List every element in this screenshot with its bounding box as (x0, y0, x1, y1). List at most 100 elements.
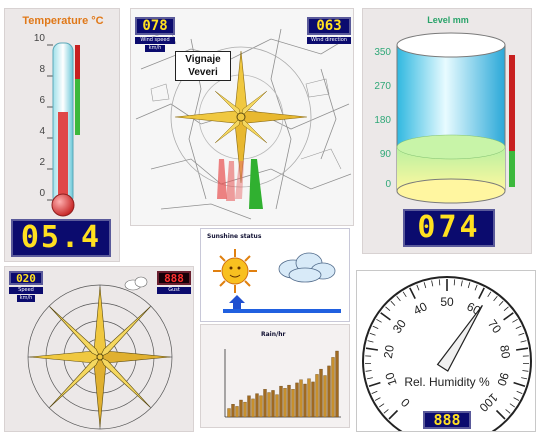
thermometer (47, 42, 80, 217)
gauge-tick-label: 20 (381, 344, 397, 360)
gauge-tick (516, 390, 523, 394)
gauge-tick (365, 370, 372, 372)
map-place-label: Vignaje Veveri (175, 51, 231, 81)
temp-tick-4: 4 (39, 126, 45, 137)
gauge-tick (369, 332, 376, 336)
rain-bar (263, 389, 267, 418)
rain-bar (327, 365, 331, 418)
map-direction-label: Wind direction (307, 37, 351, 44)
temperature-panel: Temperature °C 10 8 6 4 2 0 05.4 (4, 8, 120, 262)
level-green-bar (509, 151, 515, 187)
wind-rose-star (29, 286, 171, 428)
humidity-display: 888 (423, 411, 471, 429)
rain-bar (247, 395, 251, 418)
rain-bar (311, 381, 315, 418)
rain-title: Rain/hr (261, 331, 286, 338)
temp-tick-8: 8 (39, 64, 45, 75)
gauge-tick (371, 390, 378, 394)
gauge-tick (402, 291, 407, 298)
rose-gust-label: Gust (157, 287, 191, 294)
level-red-bar (509, 55, 515, 151)
map-speed-display: 078 (135, 17, 175, 35)
level-title: Level mm (427, 15, 469, 25)
level-cylinder-top (396, 32, 506, 58)
gauge-tick (512, 318, 518, 323)
temp-tick-10: 10 (33, 33, 45, 44)
gauge-tick (487, 291, 492, 298)
gauge-tick (520, 340, 527, 343)
rain-bar (287, 384, 291, 418)
gauge-tick (390, 300, 396, 306)
temp-red-bar (75, 45, 80, 79)
gauge-tick (493, 295, 498, 302)
rain-bar (283, 388, 287, 418)
gauge-tick (478, 287, 485, 299)
level-display: 074 (403, 209, 495, 247)
cloud-icon (278, 252, 336, 283)
map-wind-arrows (217, 159, 263, 209)
gauge-tick (515, 347, 529, 351)
gauge-needle (436, 304, 483, 372)
gauge-tick (513, 397, 520, 401)
rain-chart (224, 349, 341, 418)
humidity-panel: 0 10 20 30 40 50 60 70 80 90 100 Rel. Humidity % 8… (356, 270, 536, 432)
rain-bar (227, 408, 231, 418)
humidity-title: Rel. Humidity % (404, 375, 490, 389)
rose-speed-label: Speed (9, 287, 43, 294)
gauge-tick-label: 40 (411, 299, 430, 318)
gauge-tick (431, 280, 434, 287)
temp-tick-0: 0 (39, 188, 45, 199)
gauge-tick (518, 332, 525, 336)
rain-bar (295, 382, 299, 418)
gauge-tick (367, 340, 374, 343)
gauge-tick (374, 397, 381, 401)
thermometer-mercury (58, 112, 68, 202)
gauge-tick (372, 325, 379, 329)
gauge-tick (453, 279, 456, 286)
rain-bar (303, 383, 307, 418)
rain-bar (267, 392, 271, 418)
rain-bar (275, 394, 279, 418)
level-tick-270: 270 (374, 81, 391, 92)
temperature-display: 05.4 (11, 219, 111, 257)
level-fill-top (396, 134, 506, 160)
map-speed-unit: km/h (145, 45, 165, 52)
wind-rose-panel: 020 Speed km/h 888 Gust (4, 266, 194, 432)
gauge-tick (383, 409, 389, 414)
gauge-tick (467, 282, 471, 289)
gauge-tick-label: 80 (497, 344, 513, 360)
wind-rose-cloud-icon (124, 276, 148, 291)
wind-rose (27, 276, 173, 430)
gauge-tick (438, 279, 441, 286)
temperature-ticks: 10 8 6 4 2 0 (23, 33, 47, 199)
gauge-tick (460, 280, 463, 287)
sunshine-graphic (213, 249, 341, 313)
rose-speed-unit: km/h (17, 295, 35, 302)
temp-green-bar (75, 79, 80, 135)
gauge-tick (423, 282, 427, 289)
rain-bar (255, 393, 259, 418)
rain-bar (231, 404, 235, 418)
gauge-tick (505, 409, 511, 414)
rain-bar (307, 378, 311, 418)
gauge-tick (503, 312, 514, 321)
gauge-tick (509, 403, 516, 408)
rain-bar (315, 374, 319, 418)
level-tick-350: 350 (374, 47, 391, 58)
gauge-tick (409, 287, 416, 299)
temp-tick-marks (47, 44, 53, 201)
gauge-tick (522, 370, 529, 372)
temp-tick-2: 2 (39, 157, 45, 168)
gauge-tick (416, 284, 420, 291)
level-tick-0: 0 (385, 179, 391, 190)
gauge-tick (378, 403, 385, 408)
gauge-tick (385, 306, 391, 312)
gauge-tick (521, 377, 528, 380)
level-cylinder (396, 32, 515, 204)
rain-bar (271, 390, 275, 418)
gauge-tick (380, 312, 391, 321)
gauge-tick (515, 325, 522, 329)
gauge-tick (503, 306, 509, 312)
rain-bar (259, 395, 263, 418)
